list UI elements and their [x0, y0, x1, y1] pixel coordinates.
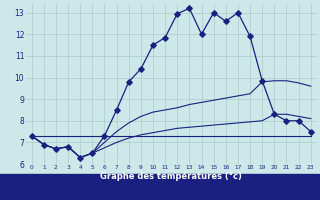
X-axis label: Graphe des températures (°c): Graphe des températures (°c)	[100, 172, 242, 181]
